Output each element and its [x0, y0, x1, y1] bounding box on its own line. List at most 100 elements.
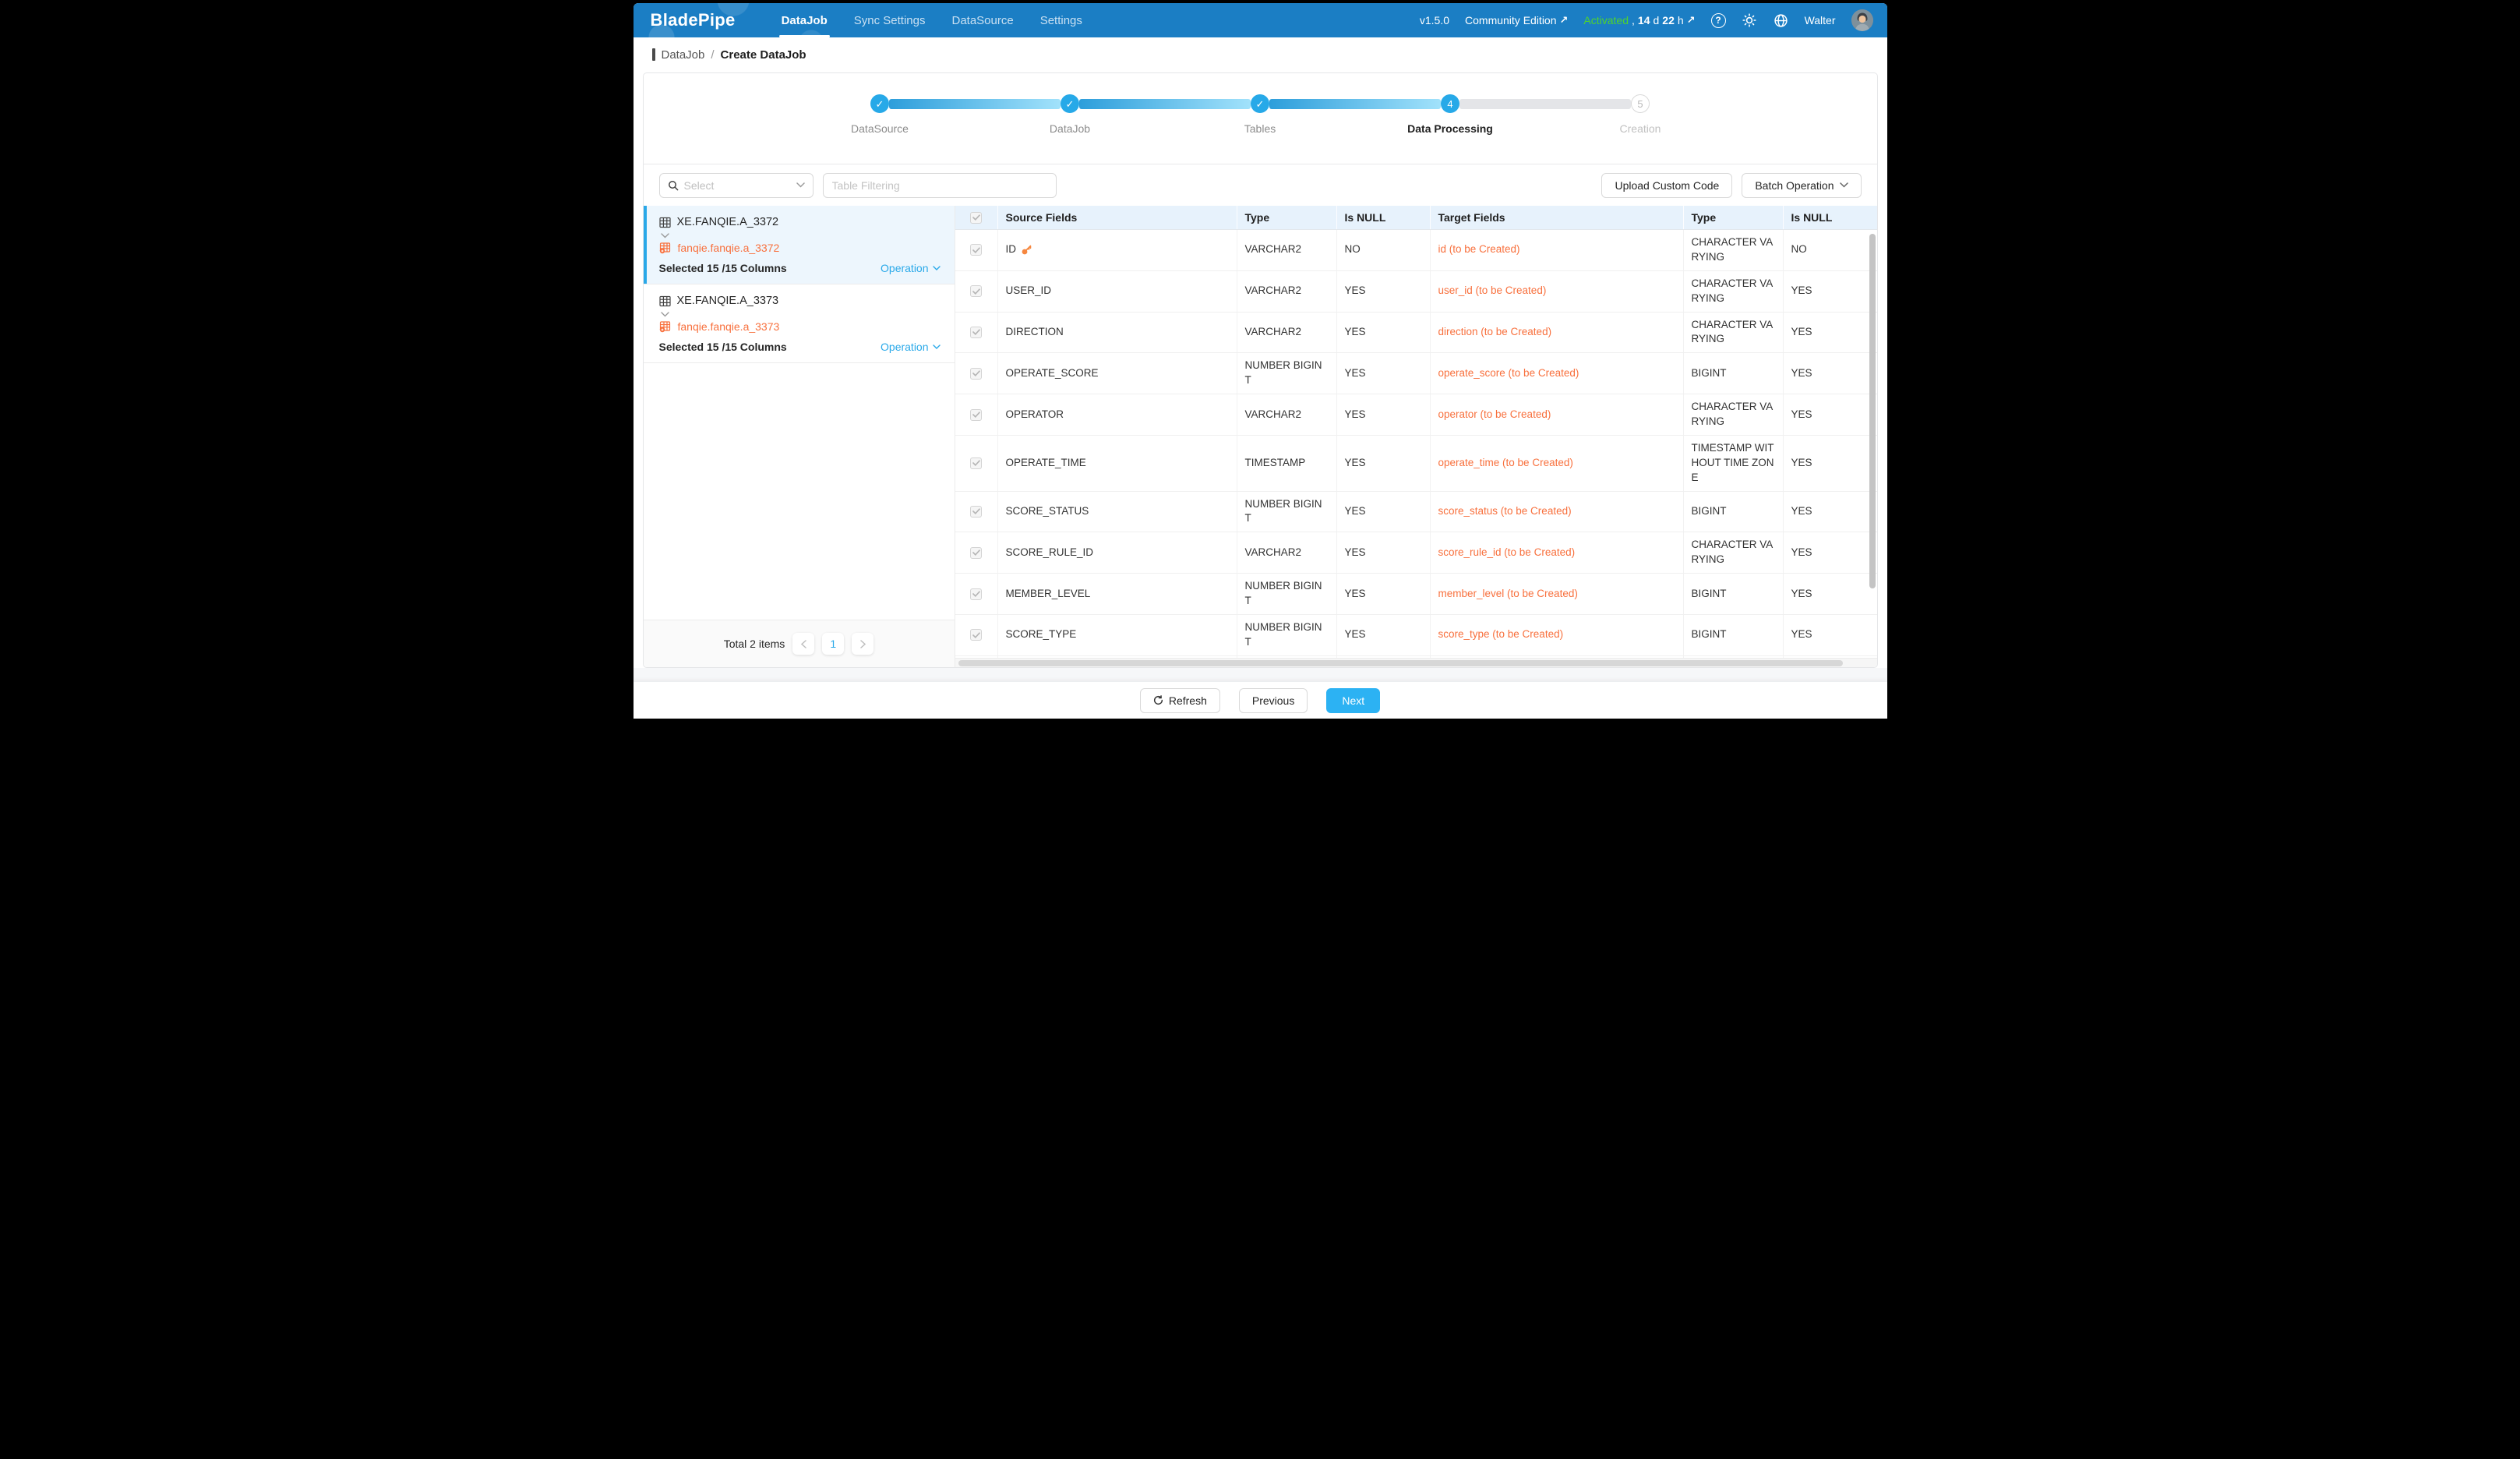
target-table-name: fanqie.fanqie.a_3372 [677, 242, 780, 254]
batch-operation-button[interactable]: Batch Operation [1742, 172, 1862, 198]
step-check-icon: ✓ [870, 94, 889, 113]
table-list-panel: XE.FANQIE.A_3372 fanqie.fanqie.a_3372 Se… [643, 206, 955, 667]
source-is-null: YES [1337, 435, 1431, 491]
source-table-name: XE.FANQIE.A_3373 [676, 295, 779, 307]
help-icon[interactable]: ? [1710, 12, 1726, 28]
target-table-create-icon [659, 321, 670, 333]
operation-dropdown[interactable]: Operation [881, 262, 941, 274]
row-checkbox[interactable] [970, 629, 982, 641]
select-all-checkbox[interactable] [970, 211, 982, 224]
license-status-link[interactable]: Activated, 14 d 22 h ↗ [1583, 14, 1695, 26]
table-row: USER_ID VARCHAR2 YES user_id (to be Crea… [955, 270, 1877, 313]
chevron-down-icon [932, 344, 941, 349]
table-card-a3373[interactable]: XE.FANQIE.A_3373 fanqie.fanqie.a_3373 Se… [643, 284, 955, 363]
chevron-down-icon [796, 182, 805, 188]
row-checkbox[interactable] [970, 326, 982, 338]
step-label: DataJob [1049, 122, 1091, 135]
row-checkbox[interactable] [970, 367, 982, 380]
top-nav: BladePipe DataJob Sync Settings DataSour… [633, 3, 1887, 37]
step-check-icon: ✓ [1251, 94, 1269, 113]
search-icon [668, 180, 678, 190]
source-type: VARCHAR2 [1237, 312, 1337, 353]
col-header-source-isnull: Is NULL [1337, 206, 1431, 229]
target-is-null: YES [1791, 546, 1812, 558]
upload-custom-code-button[interactable]: Upload Custom Code [1601, 172, 1733, 198]
breadcrumb-parent[interactable]: DataJob [661, 48, 705, 62]
col-header-target-type: Type [1684, 206, 1784, 229]
row-checkbox[interactable] [970, 285, 982, 298]
row-checkbox[interactable] [970, 408, 982, 421]
target-field-name: score_status (to be Created) [1431, 491, 1684, 532]
row-checkbox[interactable] [970, 457, 982, 469]
theme-brightness-icon[interactable] [1742, 12, 1757, 28]
step-tables: ✓ Tables [1244, 94, 1276, 135]
row-checkbox[interactable] [970, 244, 982, 256]
step-label: Data Processing [1407, 122, 1493, 135]
source-table-name: XE.FANQIE.A_3372 [676, 216, 779, 228]
selected-columns-label: Selected 15 /15 Columns [658, 341, 787, 353]
nav-item-settings[interactable]: Settings [1027, 3, 1096, 37]
row-checkbox[interactable] [970, 546, 982, 559]
target-field-name: direction (to be Created) [1431, 312, 1684, 353]
horizontal-scrollbar[interactable] [955, 658, 1877, 667]
brand: BladePipe [634, 3, 736, 37]
source-type: TIMESTAMP [1237, 435, 1337, 491]
license-hours-unit: h [1677, 14, 1684, 26]
refresh-button[interactable]: Refresh [1139, 687, 1220, 713]
col-header-target-fields: Target Fields [1431, 206, 1684, 229]
operation-dropdown[interactable]: Operation [881, 341, 941, 353]
collapse-chevron-icon[interactable] [660, 309, 941, 319]
table-row: ID VARCHAR2 NO id (to be Created) CHARAC… [955, 230, 1877, 271]
table-select-dropdown[interactable]: Select [658, 172, 814, 198]
source-field-name: DIRECTION [1005, 326, 1064, 337]
pagination-next-button[interactable] [852, 633, 874, 655]
button-label: Upload Custom Code [1615, 178, 1720, 192]
edition-link[interactable]: Community Edition ↗ [1465, 14, 1568, 26]
target-is-null: YES [1791, 456, 1812, 468]
vertical-scrollbar[interactable] [1869, 234, 1876, 588]
target-type: CHARACTER VARYING [1684, 532, 1784, 574]
source-type: VARCHAR2 [1237, 394, 1337, 435]
pagination-page-1[interactable]: 1 [822, 633, 845, 655]
nav-item-datasource[interactable]: DataSource [938, 3, 1026, 37]
target-is-null: YES [1791, 505, 1812, 518]
check-glyph: ✓ [1255, 97, 1265, 110]
collapse-chevron-icon[interactable] [660, 231, 941, 240]
step-label: Tables [1244, 122, 1276, 135]
pagination-prev-button[interactable] [792, 633, 815, 655]
nav-item-label: Settings [1039, 13, 1082, 27]
refresh-icon [1153, 695, 1163, 705]
source-is-null: YES [1337, 353, 1431, 394]
app-page: BladePipe DataJob Sync Settings DataSour… [633, 3, 1887, 719]
table-card-a3372[interactable]: XE.FANQIE.A_3372 fanqie.fanqie.a_3372 Se… [643, 206, 955, 284]
table-row: DIRECTION VARCHAR2 YES direction (to be … [955, 312, 1877, 354]
row-checkbox[interactable] [970, 588, 982, 600]
check-glyph: ✓ [875, 97, 884, 110]
target-field-name: operate_time (to be Created) [1431, 435, 1684, 491]
col-header-source-type: Type [1237, 206, 1337, 229]
source-is-null: YES [1337, 614, 1431, 655]
chevron-left-icon [800, 639, 806, 648]
target-type: BIGINT [1684, 574, 1784, 614]
user-avatar[interactable] [1851, 9, 1873, 31]
language-globe-icon[interactable] [1773, 12, 1789, 29]
license-days-unit: d [1653, 14, 1660, 26]
filter-toolbar: Select Upload Custom Code Batch Operatio… [644, 164, 1877, 206]
target-is-null: YES [1791, 284, 1812, 297]
horizontal-scrollbar-thumb[interactable] [958, 660, 1844, 666]
button-label: Refresh [1168, 694, 1207, 707]
source-field-name: SCORE_STATUS [1005, 505, 1089, 518]
operation-label: Operation [881, 262, 929, 274]
nav-item-label: Sync Settings [853, 13, 926, 27]
operation-label: Operation [881, 341, 929, 353]
table-filtering-input[interactable] [822, 172, 1057, 198]
step-creation: 5 Creation [1620, 94, 1661, 135]
previous-button[interactable]: Previous [1238, 687, 1308, 713]
row-checkbox[interactable] [970, 505, 982, 518]
next-button[interactable]: Next [1326, 687, 1381, 713]
nav-item-datajob[interactable]: DataJob [768, 3, 841, 37]
source-field-name: ID [1005, 243, 1017, 256]
target-field-name: score_rule_id (to be Created) [1431, 532, 1684, 574]
source-type: VARCHAR2 [1237, 532, 1337, 574]
nav-item-sync-settings[interactable]: Sync Settings [841, 3, 939, 37]
